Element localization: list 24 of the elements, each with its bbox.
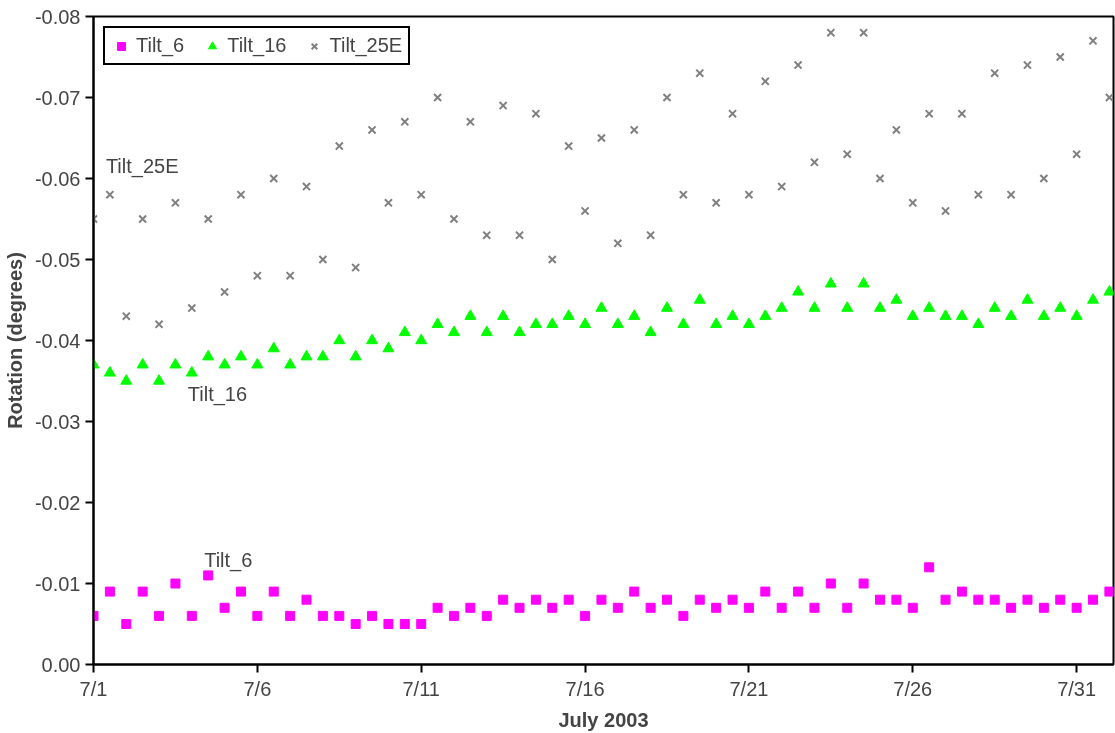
annotation: Tilt_25E xyxy=(105,154,179,178)
legend-label: Tilt_6 xyxy=(136,34,185,57)
y-tick-label: -0.08 xyxy=(34,5,81,28)
legend-label: Tilt_25E xyxy=(329,34,403,57)
y-tick-label: 0.00 xyxy=(41,653,81,676)
x-tick-label: 7/21 xyxy=(729,677,769,700)
x-tick-label: 7/1 xyxy=(79,677,108,700)
x-tick-label: 7/16 xyxy=(565,677,605,700)
x-tick-label: 7/11 xyxy=(402,677,440,700)
y-tick-label: -0.02 xyxy=(34,491,81,514)
y-tick-label: -0.03 xyxy=(34,410,81,433)
y-tick-label: -0.07 xyxy=(34,86,81,109)
annotation: Tilt_16 xyxy=(187,382,248,406)
y-axis-title: Rotation (degrees) xyxy=(3,252,26,429)
legend-label: Tilt_16 xyxy=(227,34,287,57)
x-axis-title: July 2003 xyxy=(558,708,649,731)
annotation: Tilt_6 xyxy=(204,549,253,573)
x-tick-label: 7/26 xyxy=(893,677,933,700)
y-tick-label: -0.05 xyxy=(34,248,81,271)
x-tick-label: 7/31 xyxy=(1057,677,1097,700)
y-tick-label: -0.04 xyxy=(34,329,81,352)
y-tick-label: -0.06 xyxy=(34,167,81,190)
x-tick-label: 7/6 xyxy=(243,677,272,700)
y-tick-label: -0.01 xyxy=(34,572,81,595)
